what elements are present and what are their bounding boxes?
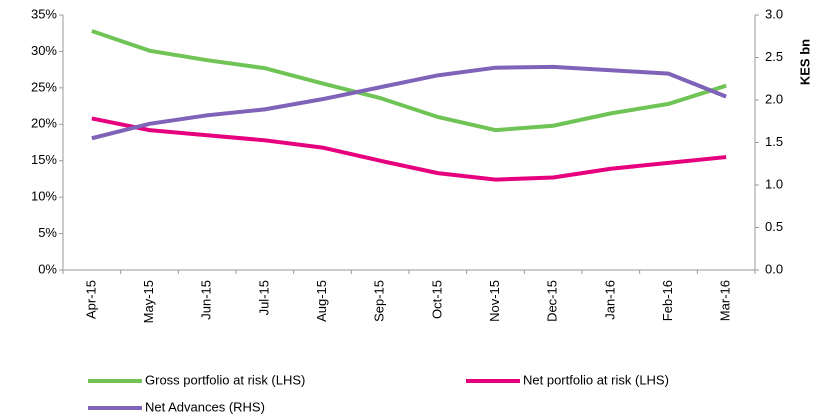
y-tick-label: 25% (31, 79, 57, 94)
y2-tick-label: 1.0 (765, 176, 783, 191)
x-tick-label: Oct-15 (429, 280, 444, 319)
legend-label: Net portfolio at risk (LHS) (523, 372, 669, 387)
x-tick-label: Jan-16 (602, 280, 617, 320)
y2-axis-label: KES bn (797, 39, 812, 85)
series-line (91, 116, 727, 182)
x-tick-label: Apr-15 (83, 280, 98, 319)
x-tick-label: Mar-16 (718, 280, 733, 321)
y2-tick-label: 2.0 (765, 91, 783, 106)
y-tick-label: 5% (38, 225, 57, 240)
x-tick-label: Jun-15 (199, 280, 214, 320)
x-tick-label: Nov-15 (487, 280, 502, 322)
y-tick-label: 30% (31, 43, 57, 58)
y2-tick-label: 3.0 (765, 6, 783, 21)
x-tick-label: May-15 (141, 280, 156, 323)
x-tick-label: Feb-16 (660, 280, 675, 321)
x-tick-label: Dec-15 (545, 280, 560, 322)
x-tick-label: Aug-15 (314, 280, 329, 322)
y2-tick-label: 0.5 (765, 219, 783, 234)
legend-label: Gross portfolio at risk (LHS) (145, 372, 305, 387)
y2-tick-label: 1.5 (765, 134, 783, 149)
y-tick-label: 20% (31, 116, 57, 131)
y2-tick-label: 2.5 (765, 49, 783, 64)
y2-tick-label: 0.0 (765, 261, 783, 276)
series-line (91, 29, 727, 133)
x-tick-label: Jul-15 (256, 280, 271, 315)
legend-label: Net Advances (RHS) (145, 399, 265, 414)
y-tick-label: 15% (31, 152, 57, 167)
series-line (91, 64, 727, 141)
y-tick-label: 0% (38, 261, 57, 276)
x-tick-label: Sep-15 (372, 280, 387, 322)
y-tick-label: 35% (31, 6, 57, 21)
y-tick-label: 10% (31, 189, 57, 204)
